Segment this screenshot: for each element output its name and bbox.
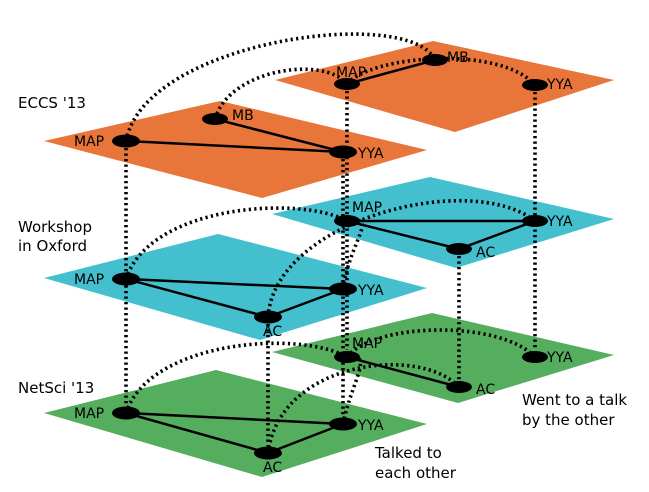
label-netsci-back-map: MAP <box>352 336 382 352</box>
netsci-front-edge-ac-yya <box>267 422 344 455</box>
netsci-arc-map-map <box>124 341 348 414</box>
layer-label-oxford-line-1: Workshop <box>18 218 92 236</box>
legend-front-caption: Talked to each other <box>374 444 457 482</box>
label-oxford-back-ac: AC <box>476 245 495 261</box>
legend-back-caption: Went to a talk by the other <box>522 391 632 429</box>
layer-label-eccs: ECCS '13 <box>18 94 86 112</box>
node-eccs-back-mb <box>422 54 448 66</box>
label-netsci-back-ac: AC <box>476 382 495 398</box>
oxford-front-plane <box>44 234 427 340</box>
label-oxford-front-map: MAP <box>74 272 104 288</box>
node-netsci-back-yya <box>522 351 548 363</box>
oxford-back-edge-ac-yya <box>458 219 536 251</box>
label-eccs-back-map: MAP <box>336 65 366 81</box>
label-netsci-front-yya: YYA <box>357 418 384 434</box>
node-eccs-back-yya <box>522 79 548 91</box>
eccs-back-edge-map-mb <box>346 58 436 86</box>
node-oxford-back-ac <box>446 243 472 255</box>
label-netsci-front-ac: AC <box>263 460 282 476</box>
label-eccs-back-yya: YYA <box>546 77 573 93</box>
legend-front-line-2: each other <box>375 464 457 482</box>
label-oxford-back-yya: YYA <box>546 214 573 230</box>
legend-front-line-1: Talked to <box>374 444 442 462</box>
netsci-back-plane <box>272 313 614 403</box>
layer-label-oxford: Workshop in Oxford <box>18 218 97 255</box>
netsci-front-edge-map-yya <box>125 411 344 426</box>
layer-label-netsci: NetSci '13 <box>18 379 94 397</box>
oxford-back-plane <box>272 177 614 268</box>
netsci-back-edge-map-ac <box>346 355 460 389</box>
netsci-arc-ac-ac <box>266 362 461 454</box>
netsci-front-plane <box>44 370 427 477</box>
eccs-front-edge-map-yya <box>125 139 344 154</box>
legend-back-line-2: by the other <box>522 411 615 429</box>
netsci-back-arc-map-yya <box>345 328 537 359</box>
oxford-front-edge-ac-yya <box>267 287 344 319</box>
label-oxford-front-ac: AC <box>263 324 282 340</box>
netsci-front-edge-map-ac <box>125 411 269 455</box>
oxford-front-edge-map-yya <box>125 277 344 291</box>
eccs-front-plane <box>44 101 427 198</box>
label-eccs-front-yya: YYA <box>357 146 384 162</box>
label-eccs-back-mb: MB <box>447 50 469 66</box>
label-netsci-front-map: MAP <box>74 406 104 422</box>
oxford-arc-ac-yya <box>266 199 537 318</box>
oxford-front-edge-map-ac <box>125 277 269 319</box>
oxford-back-edge-map-ac <box>346 219 460 251</box>
legend-back-line-1: Went to a talk <box>522 391 627 409</box>
label-netsci-back-yya: YYA <box>546 350 573 366</box>
oxford-arc-map-map <box>124 206 348 280</box>
eccs-arc-mb-map <box>213 67 349 120</box>
eccs-back-plane <box>275 41 614 132</box>
layer-label-oxford-line-2: in Oxford <box>18 237 87 255</box>
label-oxford-front-yya: YYA <box>357 283 384 299</box>
label-eccs-front-mb: MB <box>232 108 254 124</box>
label-oxford-back-map: MAP <box>352 200 382 216</box>
label-eccs-front-map: MAP <box>74 134 104 150</box>
node-eccs-front-yya <box>329 145 357 159</box>
eccs-front-edge-mb-yya <box>214 117 344 154</box>
